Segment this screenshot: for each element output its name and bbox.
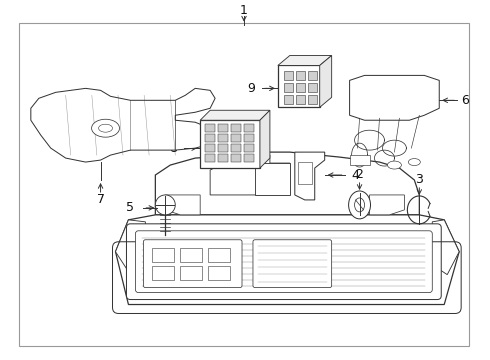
Polygon shape [200,110,270,120]
Circle shape [155,195,175,215]
Bar [308,71,317,80]
Text: 4: 4 [352,168,360,181]
Polygon shape [278,55,332,66]
Bar [205,124,215,132]
Bar [208,248,230,262]
Bar [152,248,174,262]
Bar [244,124,254,132]
Bar [284,84,293,92]
Bar [231,134,241,142]
Text: 5: 5 [126,201,134,215]
Polygon shape [200,120,260,168]
FancyBboxPatch shape [135,231,432,293]
Bar [218,144,228,152]
Polygon shape [319,55,332,107]
Polygon shape [116,220,146,275]
Bar [349,155,369,165]
Bar [284,71,293,80]
FancyBboxPatch shape [126,224,441,300]
Bar [205,134,215,142]
Text: 2: 2 [356,167,364,180]
Ellipse shape [348,191,370,219]
Text: 6: 6 [461,94,469,107]
Bar [205,154,215,162]
Bar [231,124,241,132]
FancyBboxPatch shape [253,240,332,288]
Text: 8: 8 [169,141,177,155]
Bar [231,154,241,162]
Bar [244,154,254,162]
Bar [308,95,317,104]
Polygon shape [260,110,270,168]
Bar [218,154,228,162]
Polygon shape [165,195,200,215]
Ellipse shape [92,119,120,137]
Polygon shape [255,163,290,195]
Bar [208,266,230,280]
Bar [218,124,228,132]
Bar [296,84,305,92]
Bar [218,134,228,142]
Bar [205,144,215,152]
Text: 7: 7 [97,193,104,206]
Polygon shape [210,155,290,195]
Bar [284,95,293,104]
Bar [231,144,241,152]
Bar [152,266,174,280]
Bar [278,66,319,107]
Polygon shape [369,195,404,215]
Ellipse shape [98,124,113,132]
Polygon shape [432,220,459,275]
Bar [244,144,254,152]
Polygon shape [295,152,325,200]
Text: 1: 1 [240,4,248,17]
Text: 9: 9 [247,82,255,95]
Bar [244,134,254,142]
Bar [180,266,202,280]
Bar [296,95,305,104]
Polygon shape [116,215,459,305]
Ellipse shape [408,159,420,166]
Text: 3: 3 [416,172,423,185]
Bar [180,248,202,262]
Bar [308,84,317,92]
Polygon shape [31,88,215,162]
Polygon shape [349,75,439,120]
Polygon shape [155,152,419,215]
FancyBboxPatch shape [144,240,242,288]
Ellipse shape [355,198,365,212]
Bar [296,71,305,80]
Ellipse shape [388,161,401,169]
Bar [298,162,312,184]
